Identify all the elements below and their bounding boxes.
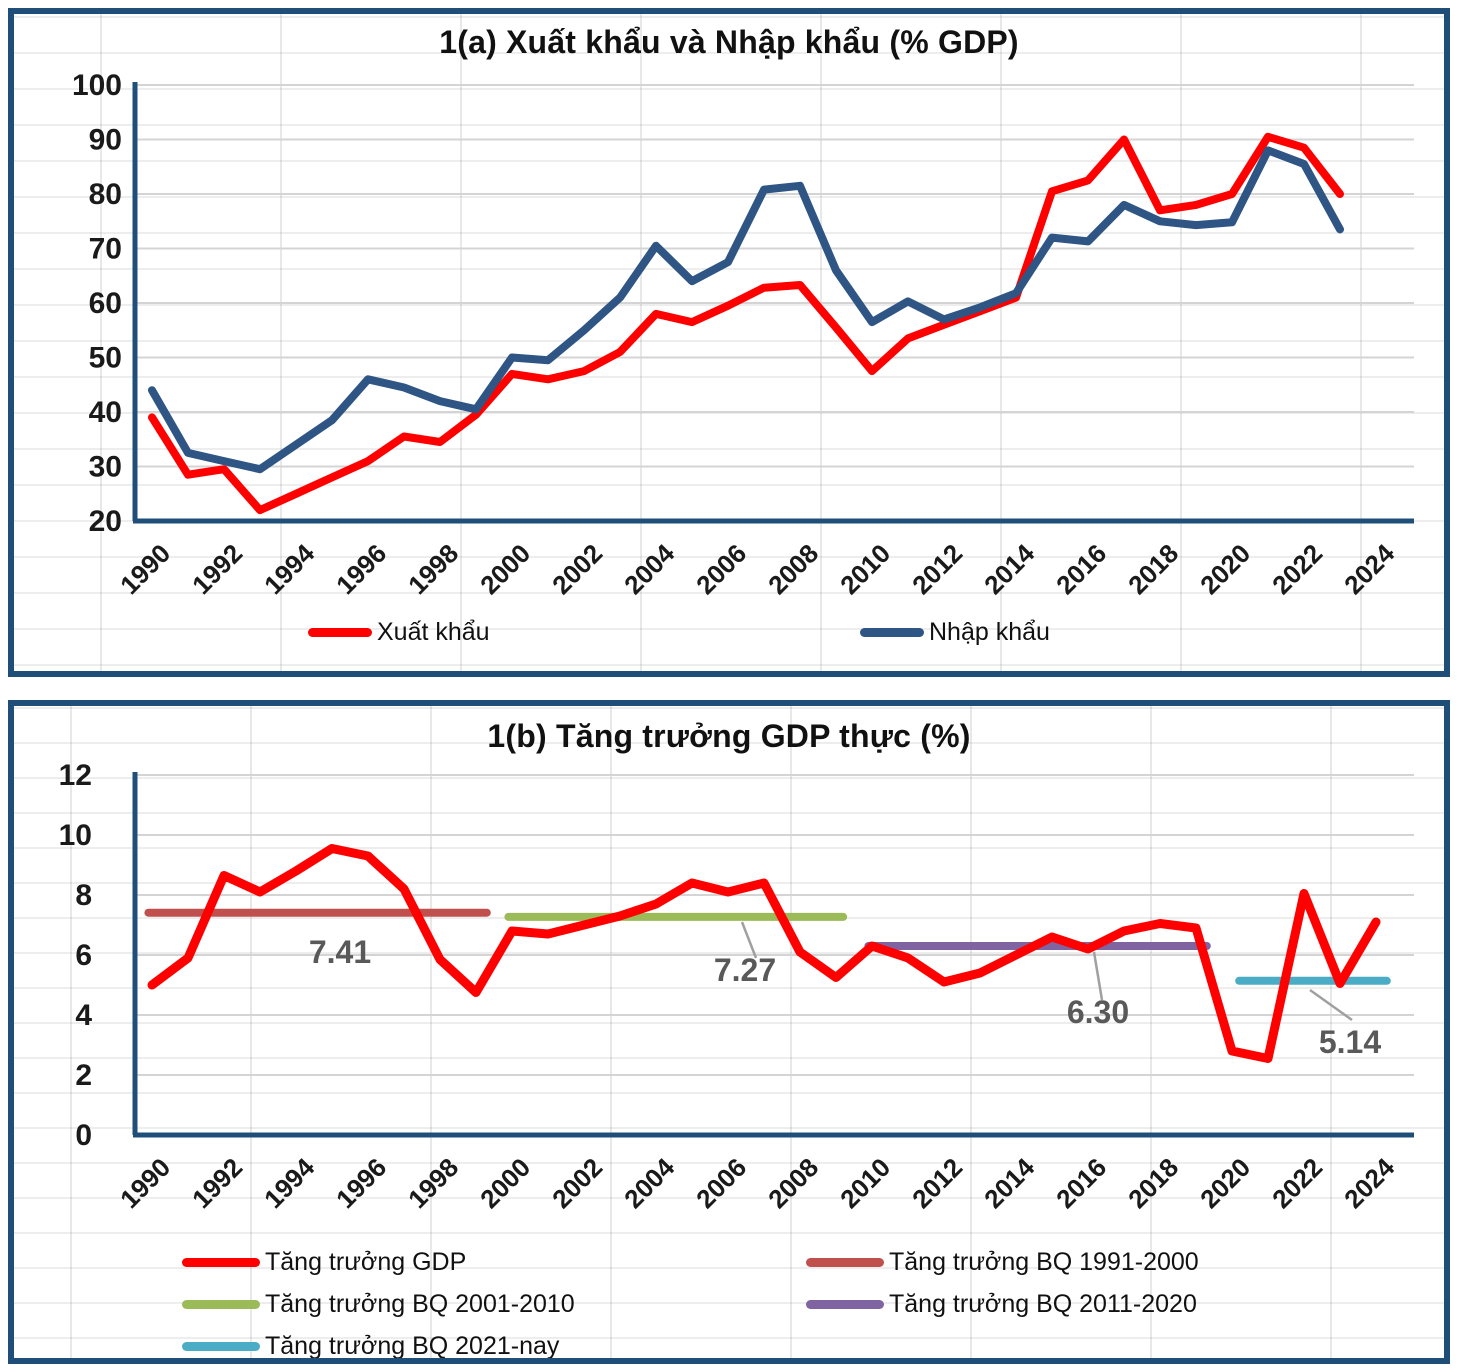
x-tick-label: 2018 (1122, 1152, 1184, 1214)
x-tick-label: 2020 (1194, 1152, 1256, 1214)
label-leader-line (740, 921, 758, 959)
x-tick-label: 2000 (474, 1152, 536, 1214)
y-tick-label: 80 (89, 178, 122, 211)
x-tick-label: 1990 (114, 1152, 176, 1214)
avg-value-label: 7.27 (714, 952, 776, 988)
worksheet-grid-background (14, 14, 1444, 671)
y-tick-label: 0 (75, 1119, 92, 1152)
x-tick-label: 2022 (1266, 1152, 1328, 1214)
avg-value-label: 5.14 (1319, 1024, 1381, 1060)
gdp-growth-line (147, 844, 1381, 1063)
y-tick-label: 70 (89, 233, 122, 266)
x-tick-label: 2022 (1266, 538, 1328, 600)
chart-1a-panel: 1(a) Xuất khẩu và Nhập khẩu (% GDP) 20 30… (8, 8, 1450, 677)
x-tick-label: 2020 (1194, 538, 1256, 600)
chart-1b-title: 1(b) Tăng trưởng GDP thực (%) (487, 718, 971, 754)
x-tick-label: 2024 (1338, 1152, 1400, 1214)
x-tick-label: 2010 (834, 1152, 896, 1214)
chart-1b-panel: 1(b) Tăng trưởng GDP thực (%) 0 2 4 6 8 10 12 1… (8, 700, 1450, 1364)
x-tick-label: 2008 (762, 538, 824, 600)
x-tick-label: 1998 (402, 538, 464, 600)
avg-value-label: 6.30 (1067, 994, 1129, 1030)
x-tick-label: 2010 (834, 538, 896, 600)
label-leader-line (1092, 951, 1104, 1001)
x-tick-label: 2006 (690, 538, 752, 600)
x-tick-label: 2018 (1122, 538, 1184, 600)
x-tick-label: 2006 (690, 1152, 752, 1214)
x-tick-label: 1998 (402, 1152, 464, 1214)
x-tick-label: 1990 (114, 538, 176, 600)
x-tick-label: 2014 (978, 538, 1040, 600)
y-tick-label: 30 (89, 451, 122, 484)
x-tick-label: 2002 (546, 1152, 608, 1214)
label-leader-line (1309, 988, 1353, 1022)
x-tick-label: 2014 (978, 1152, 1040, 1214)
x-tick-label: 2004 (618, 1152, 680, 1214)
y-tick-label: 6 (75, 939, 92, 972)
x-tick-label: 1992 (186, 538, 248, 600)
chart-1a-title: 1(a) Xuất khẩu và Nhập khẩu (% GDP) (439, 24, 1019, 60)
avg-value-label: 7.41 (309, 934, 371, 970)
x-tick-label: 2008 (762, 1152, 824, 1214)
x-tick-label: 2016 (1050, 1152, 1112, 1214)
x-tick-label: 2000 (474, 538, 536, 600)
x-tick-label: 2016 (1050, 538, 1112, 600)
y-tick-label: 90 (89, 124, 122, 157)
x-tick-label: 1996 (330, 1152, 392, 1214)
x-tick-label: 2004 (618, 538, 680, 600)
y-tick-label: 12 (59, 759, 92, 792)
y-tick-label: 10 (59, 819, 92, 852)
x-tick-label: 1994 (258, 538, 320, 600)
imports-line (148, 146, 1344, 474)
y-tick-label: 60 (89, 287, 122, 320)
y-tick-label: 2 (75, 1059, 92, 1092)
y-tick-label: 40 (89, 396, 122, 429)
x-tick-label: 1994 (258, 1152, 320, 1214)
exports-line (148, 132, 1344, 515)
x-tick-label: 2012 (906, 1152, 968, 1214)
y-tick-label: 20 (89, 505, 122, 538)
y-tick-label: 8 (75, 879, 92, 912)
x-tick-label: 2024 (1338, 538, 1400, 600)
y-tick-label: 4 (75, 999, 92, 1032)
x-tick-label: 1992 (186, 1152, 248, 1214)
x-tick-label: 1996 (330, 538, 392, 600)
worksheet-grid-background (14, 706, 1444, 1358)
y-tick-label: 100 (72, 69, 122, 102)
y-tick-label: 50 (89, 342, 122, 375)
x-tick-label: 2002 (546, 538, 608, 600)
x-tick-label: 2012 (906, 538, 968, 600)
